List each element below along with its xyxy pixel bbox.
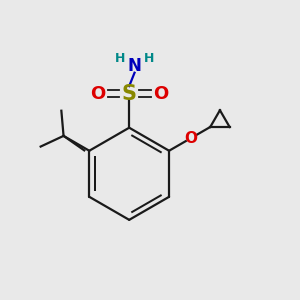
Text: H: H <box>115 52 125 65</box>
Text: H: H <box>144 52 154 65</box>
Text: O: O <box>90 85 106 103</box>
Text: N: N <box>128 57 142 75</box>
Text: O: O <box>153 85 168 103</box>
Text: O: O <box>184 130 197 146</box>
Text: S: S <box>122 83 137 103</box>
